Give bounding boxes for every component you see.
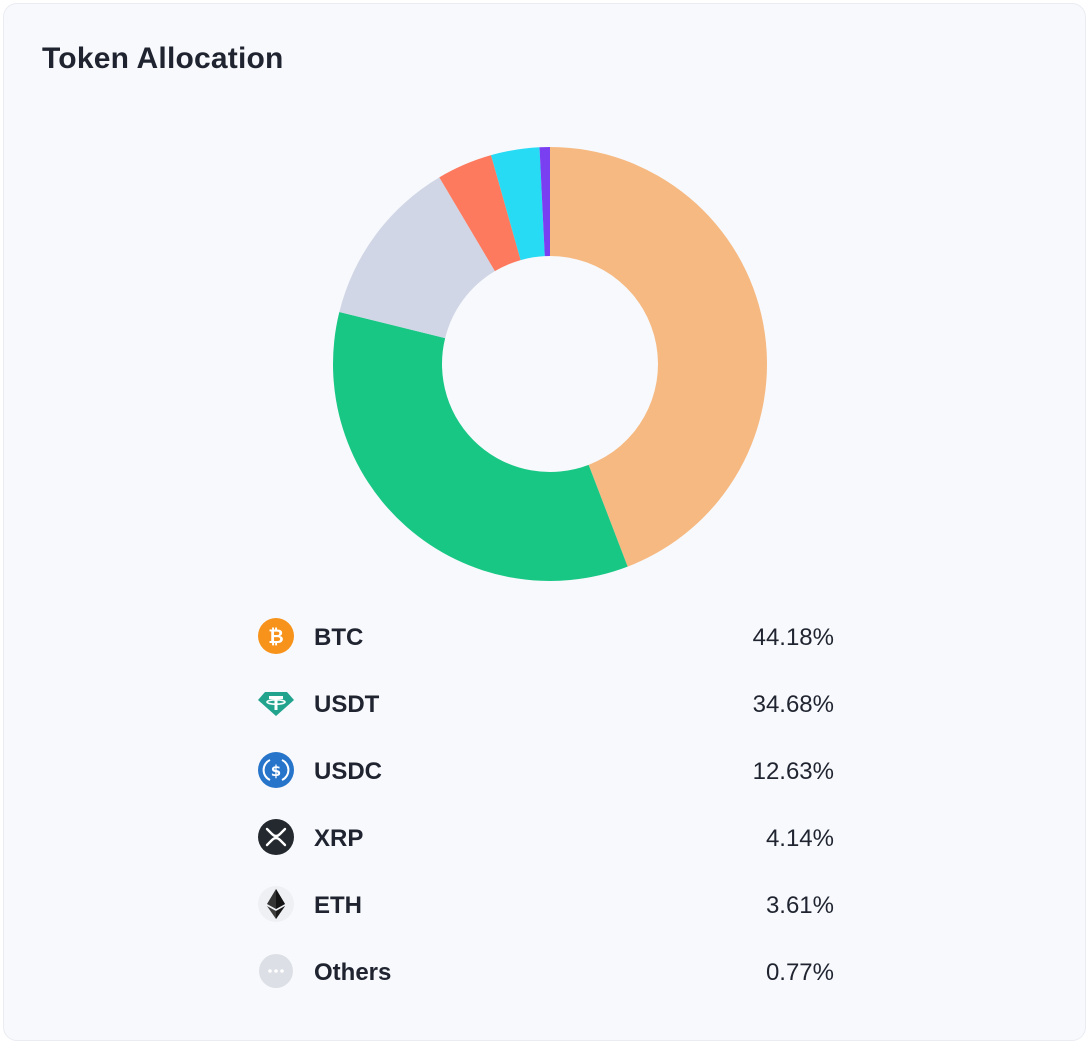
legend-value: 34.68% — [752, 691, 834, 718]
legend-item-usdt: USDT 34.68% — [256, 681, 834, 748]
legend-label: Others — [314, 959, 392, 986]
more-icon — [259, 954, 293, 988]
donut-slice-others[interactable] — [539, 147, 550, 257]
donut-slice-usdt[interactable] — [333, 311, 628, 581]
usdc-icon: $ — [258, 752, 294, 788]
legend-value: 0.77% — [765, 959, 834, 986]
legend-value: 3.61% — [765, 892, 834, 919]
svg-text:₿: ₿ — [268, 626, 283, 648]
legend-label: USDT — [314, 691, 380, 718]
donut-chart — [333, 147, 767, 581]
legend-item-btc: ₿ BTC 44.18% — [256, 614, 834, 681]
legend-label: XRP — [314, 825, 364, 852]
legend-value: 44.18% — [752, 624, 834, 651]
legend-label: USDC — [314, 758, 383, 785]
token-allocation-card: Token Allocation ₿ BTC 44.18% USDT 34.68… — [3, 3, 1086, 1041]
legend-label: ETH — [314, 892, 362, 919]
xrp-icon — [258, 819, 294, 855]
card-title: Token Allocation — [42, 42, 284, 75]
legend-item-xrp: XRP 4.14% — [256, 815, 834, 882]
legend-item-usdc: $ USDC 12.63% — [256, 748, 834, 815]
legend: ₿ BTC 44.18% USDT 34.68% $ USDC — [256, 614, 834, 1016]
btc-icon: ₿ — [258, 618, 294, 654]
donut-slice-eth[interactable] — [491, 147, 545, 261]
legend-value: 12.63% — [752, 758, 834, 785]
donut-slice-xrp[interactable] — [439, 155, 521, 272]
donut-slice-usdc[interactable] — [339, 177, 495, 339]
svg-text:$: $ — [271, 762, 281, 780]
legend-item-eth: ETH 3.61% — [256, 882, 834, 949]
legend-value: 4.14% — [765, 825, 834, 852]
eth-icon — [258, 886, 294, 922]
donut-slice-btc[interactable] — [550, 147, 767, 567]
legend-item-others: Others 0.77% — [256, 949, 834, 1016]
legend-label: BTC — [314, 624, 364, 651]
usdt-icon — [258, 692, 294, 716]
